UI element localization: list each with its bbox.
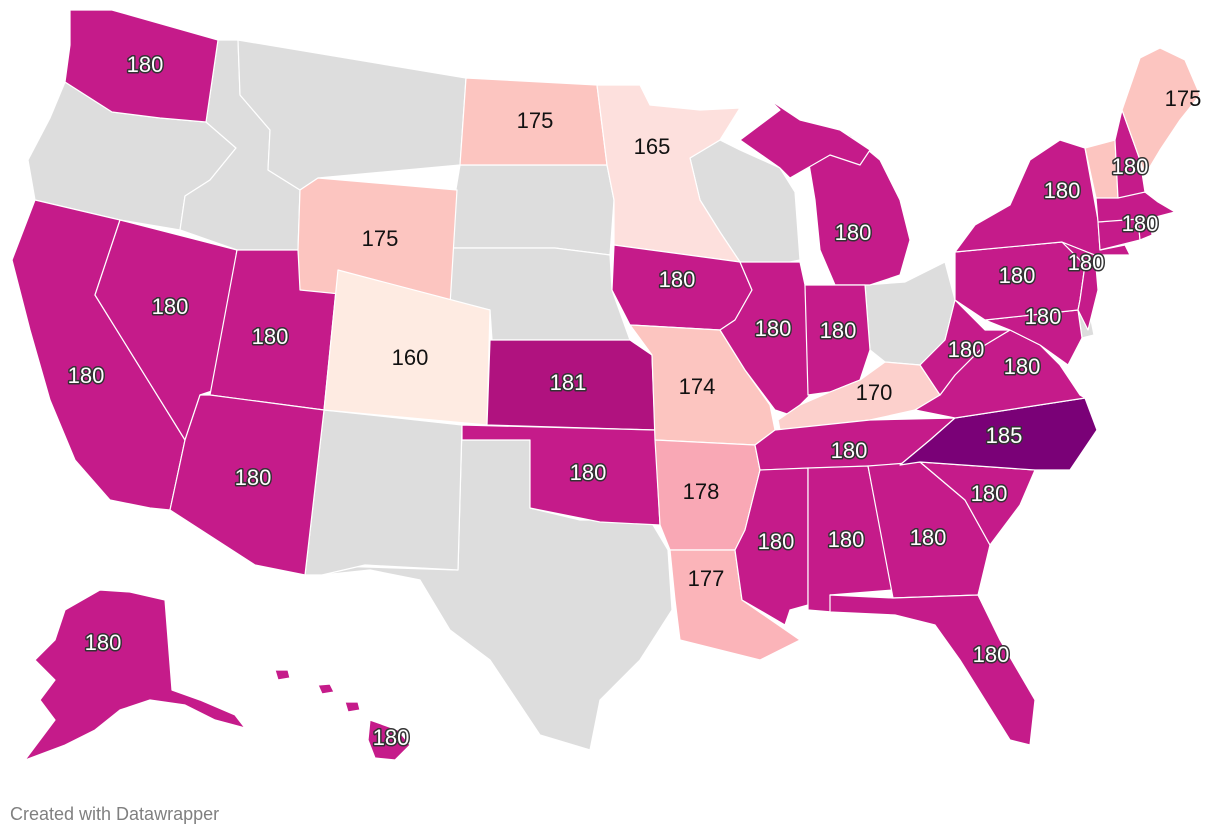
state-AZ[interactable]: [169, 394, 325, 576]
state-HI-islands[interactable]: [274, 669, 361, 713]
label-KY: 170: [856, 380, 893, 405]
state-MI-upper[interactable]: [739, 99, 871, 179]
label-CO: 160: [392, 345, 429, 370]
label-WV: 180: [948, 337, 985, 362]
credit-text: Created with Datawrapper: [10, 804, 220, 824]
label-AZ: 180: [235, 465, 272, 490]
label-ND: 175: [517, 108, 554, 133]
label-WY: 175: [362, 226, 399, 251]
label-NV: 180: [152, 294, 189, 319]
state-NC[interactable]: [899, 397, 1098, 471]
label-HI: 180: [373, 725, 410, 750]
label-NC: 185: [986, 423, 1023, 448]
label-MD: 180: [1025, 304, 1062, 329]
label-IN: 180: [820, 318, 857, 343]
label-VA: 180: [1004, 354, 1041, 379]
state-MN[interactable]: [596, 84, 741, 263]
state-ME[interactable]: [1121, 47, 1201, 176]
label-TN: 180: [831, 438, 868, 463]
label-AK: 180: [85, 630, 122, 655]
label-WA: 180: [127, 52, 164, 77]
state-HI[interactable]: [367, 719, 411, 761]
label-PA: 180: [999, 263, 1036, 288]
state-WA[interactable]: [64, 9, 219, 123]
label-CA: 180: [68, 363, 105, 388]
label-GA: 180: [910, 525, 947, 550]
label-AR: 178: [683, 479, 720, 504]
label-NH: 180: [1112, 154, 1149, 179]
state-MI[interactable]: [804, 134, 911, 286]
label-LA: 177: [688, 566, 725, 591]
state-NM[interactable]: [304, 409, 463, 576]
label-NJ: 180: [1068, 250, 1105, 275]
label-SC: 180: [971, 481, 1008, 506]
us-choropleth-map: 180 180 180 180 180 175 160 175 181 180 …: [11, 9, 1202, 761]
label-ME: 175: [1165, 86, 1202, 111]
label-MA: 180: [1122, 211, 1159, 236]
state-AK[interactable]: [24, 589, 246, 761]
label-MN: 165: [634, 134, 671, 159]
label-NY: 180: [1044, 178, 1081, 203]
label-OK: 180: [570, 460, 607, 485]
label-AL: 180: [828, 527, 865, 552]
label-MO: 174: [679, 374, 716, 399]
label-MS: 180: [758, 529, 795, 554]
label-MI: 180: [835, 220, 872, 245]
label-IL: 180: [755, 316, 792, 341]
state-MT[interactable]: [237, 39, 467, 191]
label-UT: 180: [252, 324, 289, 349]
state-NJ[interactable]: [1061, 241, 1099, 331]
state-IL[interactable]: [719, 261, 811, 416]
label-IA: 180: [659, 267, 696, 292]
label-FL: 180: [973, 642, 1010, 667]
state-FL[interactable]: [829, 594, 1036, 746]
label-KS: 181: [550, 370, 587, 395]
state-NH[interactable]: [1114, 109, 1146, 199]
state-SD[interactable]: [451, 164, 615, 256]
